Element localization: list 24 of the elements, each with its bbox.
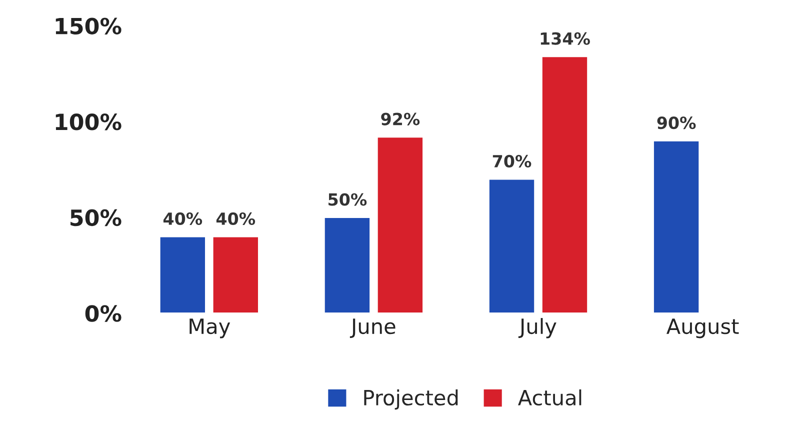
x-tick-label: July xyxy=(518,318,556,338)
x-tick-label: May xyxy=(190,318,230,338)
bar xyxy=(212,236,260,314)
legend-label: Projected xyxy=(364,389,458,410)
bar xyxy=(652,140,700,314)
data-label: 50% xyxy=(328,193,367,206)
data-label: 92% xyxy=(381,112,420,126)
data-label: 40% xyxy=(163,212,202,225)
x-tick-label: August xyxy=(666,318,739,338)
bar xyxy=(323,216,371,314)
bar xyxy=(541,56,588,314)
y-tick-label: 100% xyxy=(56,114,122,130)
data-label: 134% xyxy=(540,32,590,45)
legend-label: Actual xyxy=(518,389,582,406)
y-tick-label: 150% xyxy=(56,18,122,34)
y-tick-label: 0% xyxy=(85,305,122,322)
data-label: 70% xyxy=(492,154,532,168)
x-tick-label: June xyxy=(350,318,396,338)
bar xyxy=(488,178,536,314)
bar xyxy=(376,136,424,314)
data-label: 90% xyxy=(657,116,696,130)
bar xyxy=(158,236,206,314)
data-label: 40% xyxy=(216,212,256,225)
y-tick-label: 50% xyxy=(70,209,122,226)
